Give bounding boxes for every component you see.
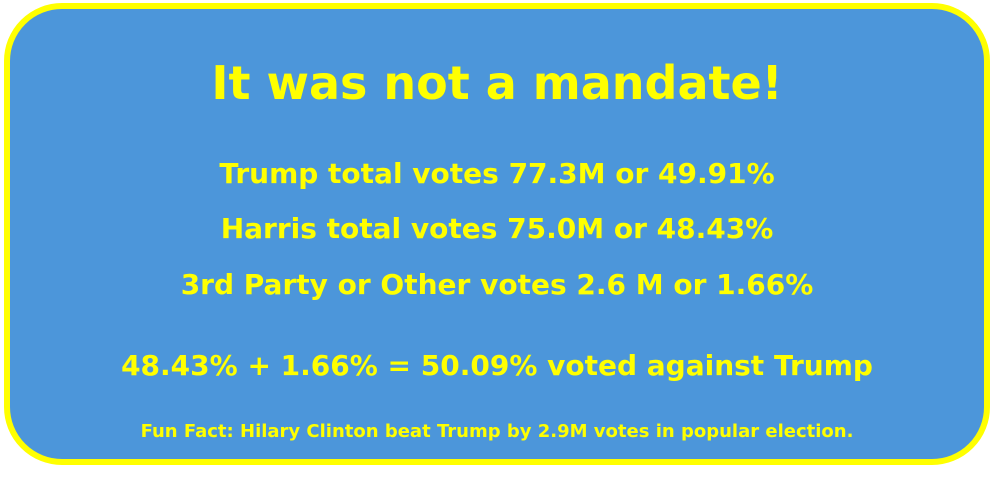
- stat-harris-votes: Harris total votes 75.0M or 48.43%: [220, 212, 774, 245]
- stat-trump-votes: Trump total votes 77.3M or 49.91%: [219, 157, 775, 190]
- stat-other-votes: 3rd Party or Other votes 2.6 M or 1.66%: [180, 268, 814, 301]
- fun-fact: Fun Fact: Hilary Clinton beat Trump by 2…: [140, 421, 854, 442]
- summary-line: 48.43% + 1.66% = 50.09% voted against Tr…: [121, 349, 873, 382]
- headline: It was not a mandate!: [211, 56, 783, 110]
- info-card: It was not a mandate! Trump total votes …: [4, 3, 990, 465]
